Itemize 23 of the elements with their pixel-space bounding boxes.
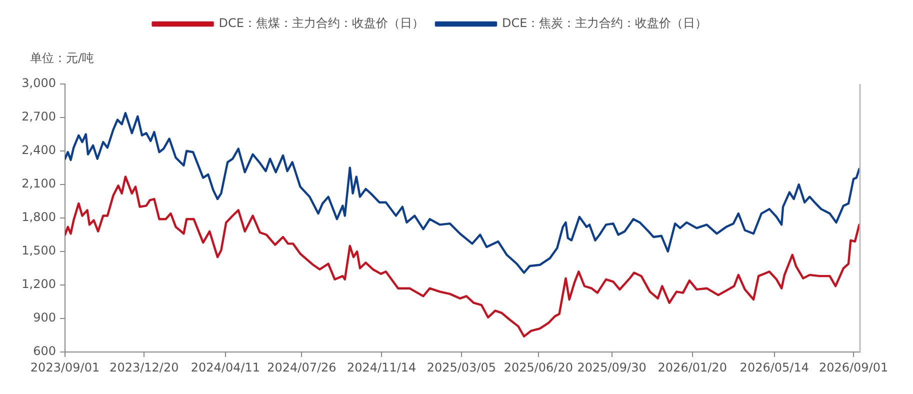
x-tick-label: 2025/06/20 xyxy=(504,360,573,374)
y-tick-label: 3,000 xyxy=(22,76,56,90)
legend-label: DCE：焦炭：主力合约：收盘价（日） xyxy=(502,16,708,30)
x-tick-label: 2024/07/26 xyxy=(267,360,336,374)
x-tick-label: 2024/04/11 xyxy=(190,360,260,374)
x-tick-label: 2023/12/20 xyxy=(110,360,179,374)
y-axis-title: 单位：元/吨 xyxy=(30,50,94,67)
y-tick-label: 2,100 xyxy=(22,176,56,191)
y-tick-label: 1,200 xyxy=(22,277,56,292)
y-tick-label: 1,800 xyxy=(22,210,56,224)
y-tick-label: 2,700 xyxy=(22,110,56,124)
x-tick-label: 2025/03/05 xyxy=(426,360,496,374)
y-tick-label: 2,400 xyxy=(22,143,56,158)
y-tick-label: 1,500 xyxy=(22,244,56,258)
y-tick-label: 900 xyxy=(33,310,56,325)
x-tick-label: 2026/05/14 xyxy=(740,360,809,374)
legend-label: DCE：焦煤：主力合约：收盘价（日） xyxy=(218,16,424,30)
x-tick-label: 2023/09/01 xyxy=(30,360,100,374)
y-tick-label: 600 xyxy=(33,344,56,358)
x-tick-label: 2026/09/01 xyxy=(818,360,888,374)
x-tick-label: 2026/01/20 xyxy=(658,360,727,374)
x-tick-label: 2024/11/14 xyxy=(346,360,416,374)
x-tick-label: 2025/09/30 xyxy=(577,360,646,374)
